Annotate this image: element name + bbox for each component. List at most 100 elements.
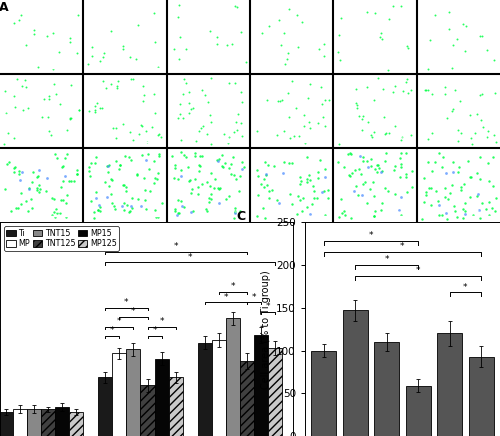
Point (254, 173, 262, 180)
Point (174, 196, 182, 203)
Point (0, 185, 8, 192)
Point (438, 212, 446, 219)
Point (212, 40, 220, 47)
Point (338, 210, 346, 217)
Point (176, 100, 184, 107)
Point (174, 209, 182, 216)
Point (144, 151, 152, 158)
Point (363, 8, 371, 15)
Point (288, 160, 296, 167)
Point (264, 97, 272, 104)
Point (352, 85, 360, 92)
Point (0, 140, 8, 147)
Point (335, 140, 343, 147)
Bar (374, 342, 400, 436)
Point (187, 190, 195, 197)
Point (358, 113, 366, 120)
Bar (226, 318, 240, 436)
Text: *: * (252, 293, 256, 302)
Point (367, 163, 375, 170)
Point (280, 29, 287, 36)
Point (38, 113, 46, 120)
Point (424, 185, 432, 192)
Text: MP15: MP15 (364, 2, 386, 11)
Point (99, 77, 107, 84)
Text: *: * (266, 302, 270, 311)
Point (127, 75, 135, 82)
Point (64, 177, 72, 184)
Point (334, 49, 342, 56)
Point (231, 209, 239, 216)
Point (40, 95, 48, 102)
Point (277, 42, 285, 49)
Point (56, 209, 64, 216)
Point (125, 153, 133, 160)
Point (390, 3, 398, 10)
Point (456, 183, 464, 190)
Point (310, 187, 318, 194)
Point (150, 10, 158, 17)
Point (18, 82, 25, 89)
Point (36, 185, 44, 192)
Point (475, 207, 483, 214)
Point (314, 174, 322, 181)
Point (324, 186, 332, 193)
Point (184, 163, 192, 170)
Point (390, 162, 398, 169)
Point (228, 41, 236, 48)
Point (118, 203, 126, 210)
Point (468, 174, 475, 181)
Point (345, 171, 353, 178)
Point (453, 36, 461, 43)
Point (10, 164, 18, 171)
Point (182, 45, 190, 52)
Point (227, 170, 235, 177)
Point (459, 206, 467, 213)
Point (140, 92, 148, 99)
Point (378, 207, 386, 214)
Point (254, 166, 262, 173)
Point (20, 77, 28, 84)
Point (262, 214, 270, 221)
Point (440, 153, 448, 160)
Point (346, 173, 354, 180)
Point (422, 189, 430, 196)
Bar (437, 334, 462, 436)
Point (203, 131, 211, 138)
Point (264, 162, 272, 169)
Point (424, 86, 432, 93)
Point (459, 215, 467, 222)
Point (242, 58, 250, 65)
Point (11, 103, 19, 110)
Point (391, 190, 399, 197)
Point (129, 75, 137, 82)
Point (142, 187, 150, 194)
Point (402, 150, 409, 157)
Point (275, 17, 283, 24)
Point (10, 135, 18, 142)
Point (225, 133, 233, 140)
Point (427, 185, 435, 192)
Text: 3 h: 3 h (2, 105, 11, 117)
Point (74, 170, 82, 177)
Point (7, 208, 15, 215)
Point (194, 190, 202, 197)
Point (28, 204, 36, 211)
Point (104, 183, 112, 190)
Point (399, 88, 407, 95)
Point (390, 82, 398, 89)
Point (67, 115, 75, 122)
Point (266, 187, 274, 194)
Point (353, 104, 361, 111)
Point (200, 92, 208, 99)
Point (356, 152, 364, 159)
Point (16, 177, 24, 184)
Point (146, 166, 154, 173)
Point (18, 169, 26, 176)
Point (122, 202, 130, 209)
Point (186, 88, 194, 95)
Point (370, 212, 378, 219)
Point (435, 212, 443, 219)
Point (56, 49, 64, 56)
Point (178, 203, 186, 210)
